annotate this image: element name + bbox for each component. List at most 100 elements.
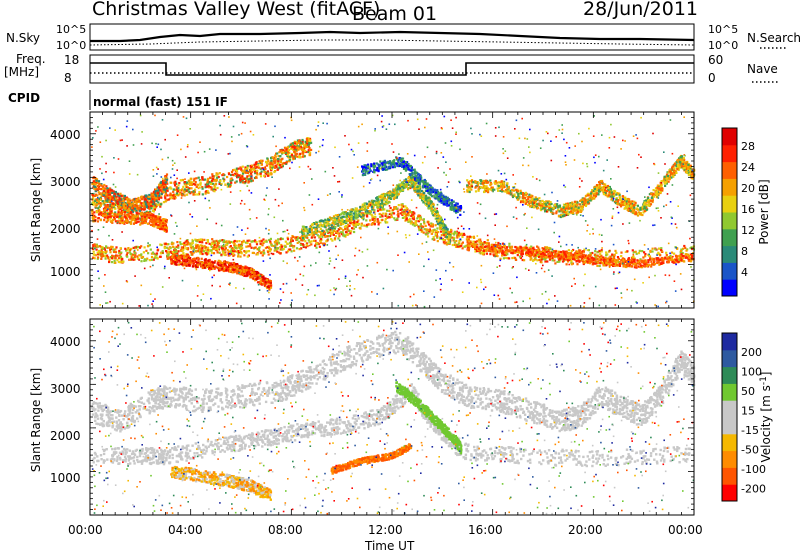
power-data-point bbox=[425, 233, 428, 236]
power-data-point bbox=[95, 211, 98, 214]
power-data-point bbox=[349, 211, 352, 214]
power-data-point bbox=[350, 218, 353, 221]
power-data-point bbox=[443, 234, 446, 237]
power-data-point bbox=[114, 203, 117, 207]
power-data-point bbox=[453, 241, 456, 244]
power-data-point bbox=[500, 180, 503, 183]
power-data-point bbox=[251, 240, 254, 243]
power-data-point bbox=[408, 217, 411, 220]
power-data-point bbox=[329, 229, 332, 232]
power-data-point bbox=[421, 230, 424, 233]
power-data-point bbox=[362, 208, 365, 211]
power-data-point bbox=[354, 225, 357, 228]
power-data-point bbox=[276, 161, 279, 164]
power-data-point bbox=[255, 243, 259, 246]
power-data-point bbox=[522, 199, 525, 203]
power-data-point bbox=[303, 236, 306, 239]
power-data-point bbox=[662, 261, 665, 264]
power-data-point bbox=[638, 249, 641, 252]
power-data-point bbox=[343, 235, 346, 238]
power-data-point bbox=[98, 249, 101, 253]
power-data-point bbox=[254, 162, 257, 165]
power-data-point bbox=[169, 247, 172, 250]
power-data-point bbox=[332, 215, 336, 218]
power-data-point bbox=[334, 235, 338, 238]
power-data-point bbox=[263, 251, 266, 254]
power-data-point bbox=[632, 263, 635, 266]
power-data-point bbox=[673, 163, 676, 166]
power-data-point bbox=[231, 250, 234, 253]
power-data-point bbox=[621, 200, 624, 203]
power-data-point bbox=[274, 244, 277, 247]
power-data-point bbox=[273, 241, 276, 244]
power-data-point bbox=[130, 258, 133, 261]
power-data-point bbox=[508, 192, 511, 195]
power-data-point bbox=[362, 214, 365, 217]
power-data-point bbox=[342, 229, 345, 232]
power-data-point bbox=[497, 184, 500, 188]
power-data-point bbox=[286, 242, 289, 245]
power-data-point bbox=[319, 227, 322, 230]
power-data-point bbox=[407, 188, 410, 191]
power-data-point bbox=[220, 182, 223, 185]
power-data-point bbox=[516, 254, 519, 257]
power-data-point bbox=[164, 197, 167, 200]
power-data-point bbox=[207, 186, 210, 189]
power-data-point bbox=[222, 180, 225, 183]
power-data-point bbox=[95, 244, 98, 247]
power-data-point bbox=[342, 232, 345, 235]
freq-label: Freq. bbox=[16, 52, 46, 66]
power-data-point bbox=[399, 187, 402, 190]
power-data-point bbox=[621, 195, 624, 198]
power-data-point bbox=[354, 210, 357, 213]
power-data-point bbox=[196, 244, 199, 247]
power-data-point bbox=[500, 245, 503, 249]
power-data-point bbox=[667, 180, 670, 183]
power-data-point bbox=[113, 260, 116, 263]
power-data-point bbox=[325, 240, 328, 243]
power-data-point bbox=[388, 209, 391, 212]
power-data-point bbox=[435, 230, 438, 233]
power-data-point bbox=[317, 224, 320, 227]
power-data-point bbox=[118, 249, 121, 253]
power-data-point bbox=[493, 188, 496, 191]
power-data-point bbox=[239, 179, 242, 182]
power-data-point bbox=[625, 265, 628, 269]
power-data-point bbox=[594, 262, 597, 265]
power-data-point bbox=[299, 144, 302, 147]
power-data-point bbox=[424, 197, 427, 200]
power-data-point bbox=[584, 260, 587, 263]
power-data-point bbox=[305, 228, 308, 231]
power-data-point bbox=[172, 245, 175, 249]
power-data-point bbox=[414, 222, 417, 225]
power-data-point bbox=[462, 232, 465, 235]
power-data-point bbox=[668, 177, 671, 180]
power-data-point bbox=[119, 260, 122, 264]
power-data-point bbox=[645, 204, 648, 207]
power-data-point bbox=[280, 151, 284, 154]
power-data-point bbox=[363, 224, 366, 227]
power-data-point bbox=[299, 152, 302, 155]
power-data-point bbox=[99, 245, 102, 248]
power-data-point bbox=[453, 236, 456, 239]
power-data-point bbox=[506, 190, 509, 194]
power-data-point bbox=[143, 246, 146, 249]
power-data-point bbox=[582, 198, 585, 201]
power-data-point bbox=[276, 247, 279, 250]
power-data-point bbox=[575, 209, 578, 212]
power-data-point bbox=[626, 207, 629, 210]
power-data-point bbox=[377, 223, 380, 226]
power-data-point bbox=[562, 251, 566, 254]
power-data-point bbox=[566, 202, 569, 205]
power-data-point bbox=[308, 142, 311, 145]
power-data-point bbox=[136, 257, 139, 260]
power-data-point bbox=[371, 217, 374, 220]
power-data-point bbox=[402, 183, 405, 186]
power-data-point bbox=[555, 253, 558, 256]
power-data-point bbox=[689, 169, 692, 172]
power-data-point bbox=[215, 179, 218, 183]
power-data-point bbox=[170, 196, 173, 199]
power-data-point bbox=[151, 251, 155, 254]
power-data-point bbox=[484, 186, 487, 189]
power-data-point bbox=[292, 157, 295, 160]
